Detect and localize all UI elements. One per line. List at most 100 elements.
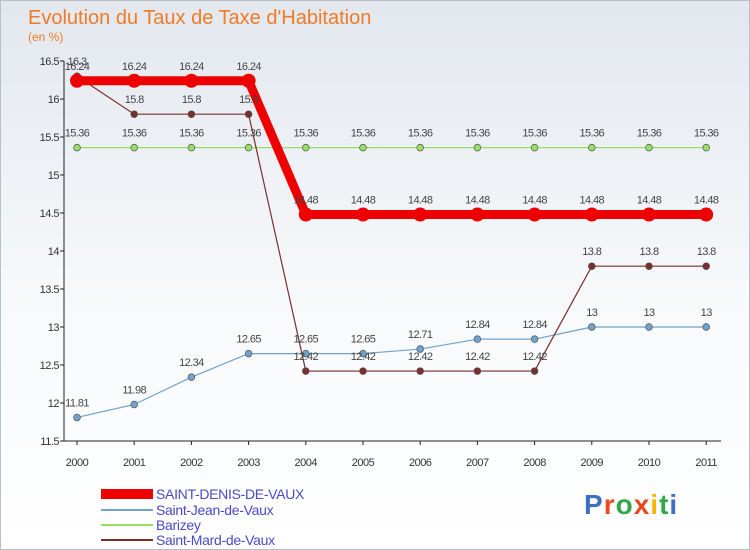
series-1-data-label: 11.98	[122, 385, 146, 397]
series-line-1	[76, 326, 707, 419]
series-2-data-label: 15.36	[294, 128, 319, 140]
y-tick-label: 15.5	[40, 132, 60, 144]
series-2-data-label: 15.36	[522, 128, 547, 140]
x-tick-label: 2000	[66, 457, 89, 469]
y-tick-label: 13.5	[40, 284, 60, 296]
series-0-point	[699, 207, 714, 222]
series-3-point	[130, 110, 138, 118]
series-3-data-label: 12.42	[522, 351, 547, 363]
series-0-point	[184, 73, 199, 88]
series-0-data-label: 14.48	[637, 195, 662, 207]
series-1-point	[473, 335, 482, 343]
series-0-data-label: 14.48	[580, 195, 605, 207]
series-1-point	[244, 349, 253, 358]
series-2-data-label: 15.36	[179, 128, 204, 140]
legend-label-3: Saint-Mard-de-Vaux	[156, 532, 275, 548]
x-tick-label: 2008	[523, 457, 546, 469]
series-line-0	[77, 76, 707, 220]
series-0-point	[413, 207, 428, 222]
series-2-point	[130, 143, 138, 152]
series-3-data-label: 12.42	[294, 351, 319, 363]
series-3-data-label: 12.42	[408, 351, 433, 363]
series-line-3	[76, 75, 707, 372]
legend: SAINT-DENIS-DE-VAUXSaint-Jean-de-VauxBar…	[101, 486, 305, 548]
series-2-point	[645, 143, 653, 152]
series-0-point	[527, 207, 542, 222]
y-tick-label: 15	[48, 170, 60, 182]
y-tick-label: 13	[48, 322, 60, 334]
series-0-data-label: 14.48	[351, 195, 376, 207]
series-2-data-label: 15.36	[122, 128, 147, 140]
series-3-point	[187, 110, 196, 118]
x-tick-label: 2006	[409, 457, 432, 469]
series-1-point	[416, 345, 424, 353]
y-tick-label: 11.5	[40, 436, 59, 448]
series-2-point	[530, 143, 539, 152]
series-0-data-label: 16.24	[179, 61, 204, 73]
series-3-data-label: 12.42	[351, 351, 376, 363]
series-3-data-label: 15.8	[125, 94, 144, 106]
legend-label-0: SAINT-DENIS-DE-VAUX	[156, 486, 305, 502]
series-3-data-label: 13.8	[639, 246, 658, 258]
series-0-point	[584, 207, 599, 222]
series-0-data-label: 16.24	[65, 61, 90, 73]
series-1-point	[702, 323, 710, 331]
series-1-data-label: 13	[701, 307, 713, 319]
x-tick-label: 2009	[581, 457, 604, 469]
series-1-data-label: 13	[643, 307, 655, 319]
series-2-data-label: 15.36	[408, 128, 433, 140]
series-2-data-label: 15.36	[637, 128, 662, 140]
series-2-data-label: 15.36	[65, 128, 90, 140]
series-points	[70, 72, 714, 422]
series-2-data-label: 15.36	[236, 128, 261, 140]
axes: 11.5 12 12.5 13 13.5 14 14.5 15 15.5 16 16.5 2000 20…	[40, 56, 721, 469]
series-1-data-label: 12.65	[236, 334, 261, 346]
series-0-data-label: 14.48	[522, 195, 547, 207]
y-tick-label: 14	[48, 246, 60, 258]
series-2-data-label: 15.36	[694, 128, 719, 140]
series-2-point	[73, 143, 81, 152]
logo-letter: o	[615, 489, 634, 520]
series-0-point	[127, 73, 142, 88]
x-tick-label: 2003	[237, 457, 260, 469]
logo-letter: r	[603, 489, 616, 520]
series-0-data-label: 14.48	[694, 195, 719, 207]
series-2-point	[702, 143, 710, 152]
series-1-data-label: 12.84	[465, 319, 490, 331]
series-3-data-label: 12.42	[465, 351, 490, 363]
x-tick-label: 2010	[638, 457, 661, 469]
series-2-data-label: 15.36	[465, 128, 490, 140]
y-tick-label: 12.5	[40, 360, 60, 372]
chart-subtitle: (en %)	[28, 30, 64, 44]
series-1-data-label: 13	[586, 307, 598, 319]
series-2-point	[588, 143, 596, 152]
series-1-point	[588, 323, 596, 331]
series-3-point	[473, 367, 482, 375]
series-3-data-label: 13.8	[697, 246, 716, 258]
series-1-data-label: 12.34	[179, 357, 204, 369]
series-0-point	[241, 73, 256, 88]
legend-label-2: Barizey	[156, 517, 201, 533]
series-0-data-label: 16.24	[236, 61, 261, 73]
x-tick-label: 2005	[352, 457, 375, 469]
data-labels: 15.36 15.36 15.36 15.36 15.36 15.36 15.36 15.36…	[65, 56, 720, 409]
x-tick-label: 2011	[695, 457, 717, 469]
series-2-point	[359, 143, 367, 152]
series-0-point	[470, 207, 485, 222]
series-3-point	[645, 262, 653, 270]
series-1-point	[130, 400, 138, 409]
series-3-point	[588, 262, 596, 270]
series-0-point	[298, 207, 313, 222]
series-0-data-label: 16.24	[122, 61, 147, 73]
logo-letter: t	[659, 489, 670, 520]
series-0-point	[642, 207, 656, 222]
series-3-point	[416, 367, 424, 375]
x-tick-label: 2001	[123, 457, 146, 469]
series-1-point	[187, 373, 196, 381]
series-0-data-label: 14.48	[465, 195, 490, 207]
series-3-point	[702, 262, 710, 270]
logo-letter: P	[584, 489, 604, 520]
series-0-point	[356, 207, 370, 222]
